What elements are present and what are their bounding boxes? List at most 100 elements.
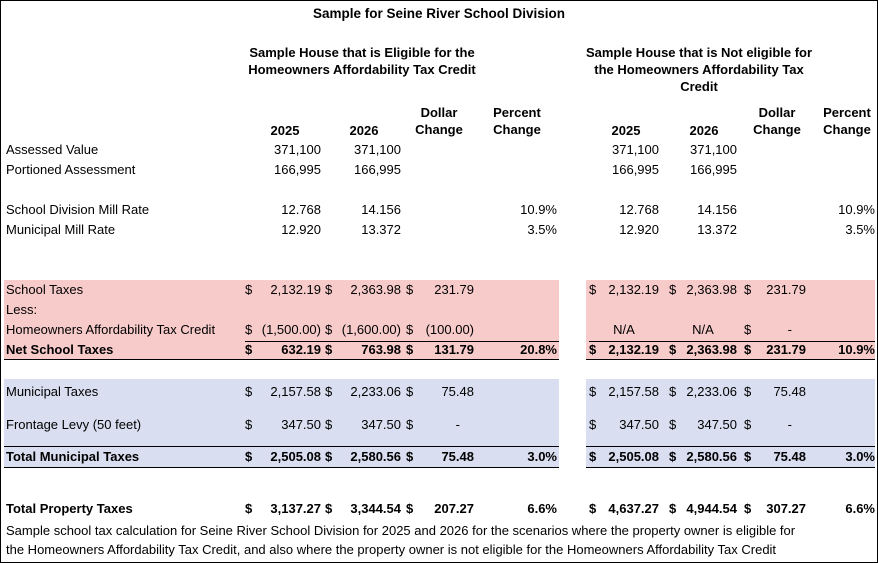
cell-total-municipal-not-eligible-0: $2,505.08: [589, 449, 659, 465]
currency-symbol: $: [744, 322, 752, 337]
currency-symbol: $: [245, 384, 253, 399]
cell-school-taxes-not-eligible-2: $231.79: [744, 282, 806, 298]
currency-symbol: $: [406, 501, 414, 516]
cell-frontage-not-eligible-0: $347.50: [589, 417, 659, 433]
cell-value: N/A: [613, 322, 635, 337]
currency-symbol: $: [669, 384, 677, 399]
cell-portioned-eligible-1: 166,995: [354, 162, 401, 177]
currency-symbol: $: [406, 342, 414, 357]
currency-symbol: $: [406, 449, 414, 464]
cell-frontage-not-eligible-2: $ -: [744, 417, 806, 433]
cell-school-mill-not-eligible-0: 12.768: [619, 202, 659, 217]
currency-symbol: $: [669, 417, 677, 432]
cell-school-taxes-eligible-0: $2,132.19: [245, 282, 321, 298]
row-label-net-school: Net School Taxes: [6, 342, 114, 357]
cell-total-property-eligible-0: $3,137.27: [245, 501, 321, 517]
cell-assessed-not-eligible-1: 371,100: [690, 142, 737, 157]
cell-municipal-taxes-eligible-1: $2,233.06: [325, 384, 401, 400]
cell-total-municipal-eligible-1: $2,580.56: [325, 449, 401, 465]
cell-value: N/A: [692, 322, 714, 337]
cell-value: 231.79: [766, 342, 806, 357]
col-2025-e: 2025: [270, 123, 300, 138]
row-label-frontage: Frontage Levy (50 feet): [6, 417, 142, 432]
cell-net-school-eligible-2: $131.79: [406, 342, 474, 358]
cell-municipal-mill-not-eligible-1: 13.372: [697, 222, 737, 237]
currency-symbol: $: [325, 417, 333, 432]
cell-value: (1,500.00): [261, 322, 321, 337]
cell-value: 231.79: [434, 282, 474, 297]
rule-total-municipal-top-e: [4, 446, 559, 447]
cell-net-school-not-eligible-2: $231.79: [744, 342, 806, 358]
cell-net-school-eligible-0: $632.19: [245, 342, 321, 358]
currency-symbol: $: [589, 342, 597, 357]
cell-value: 347.50: [281, 417, 321, 432]
school-band-eligible: [4, 280, 559, 359]
rule-net-school-top-e: [245, 341, 559, 342]
cell-total-municipal-not-eligible-2: $75.48: [744, 449, 806, 465]
row-label-municipal-taxes: Municipal Taxes: [6, 384, 99, 399]
cell-total-municipal-eligible-3: 3.0%: [527, 449, 557, 464]
cell-value: 131.79: [434, 342, 474, 357]
cell-value: 75.48: [441, 449, 474, 464]
cell-value: (100.00): [425, 322, 474, 337]
cell-value: -: [787, 322, 792, 337]
currency-symbol: $: [325, 501, 333, 516]
col-dollar-change-e: Dollar Change: [415, 105, 463, 137]
cell-frontage-eligible-2: $ -: [406, 417, 474, 433]
cell-value: 3,344.54: [350, 501, 401, 516]
currency-symbol: $: [406, 384, 414, 399]
cell-value: 2,363.98: [350, 282, 401, 297]
cell-value: 75.48: [773, 384, 806, 399]
cell-municipal-taxes-eligible-2: $75.48: [406, 384, 474, 400]
row-label-municipal-mill: Municipal Mill Rate: [6, 222, 116, 237]
cell-portioned-not-eligible-0: 166,995: [612, 162, 659, 177]
cell-municipal-mill-eligible-1: 13.372: [361, 222, 401, 237]
cell-municipal-mill-not-eligible-3: 3.5%: [845, 222, 875, 237]
cell-value: 347.50: [697, 417, 737, 432]
cell-value: 2,157.58: [608, 384, 659, 399]
currency-symbol: $: [669, 282, 677, 297]
cell-total-property-eligible-2: $207.27: [406, 501, 474, 517]
cell-value: 2,580.56: [686, 449, 737, 464]
row-label-school-taxes: School Taxes: [6, 282, 84, 297]
currency-symbol: $: [406, 322, 414, 337]
cell-value: 75.48: [773, 449, 806, 464]
cell-total-municipal-not-eligible-1: $2,580.56: [669, 449, 737, 465]
cell-total-municipal-eligible-2: $75.48: [406, 449, 474, 465]
currency-symbol: $: [589, 449, 597, 464]
cell-value: 231.79: [766, 282, 806, 297]
cell-value: 2,132.19: [270, 282, 321, 297]
cell-municipal-mill-eligible-3: 3.5%: [527, 222, 557, 237]
cell-value: 2,580.56: [350, 449, 401, 464]
cell-school-mill-eligible-0: 12.768: [281, 202, 321, 217]
cell-total-property-not-eligible-1: $4,944.54: [669, 501, 737, 517]
currency-symbol: $: [245, 417, 253, 432]
cell-school-mill-eligible-3: 10.9%: [520, 202, 557, 217]
rule-net-school-bottom-e: [4, 359, 559, 360]
cell-value: 2,363.98: [686, 342, 737, 357]
cell-value: 347.50: [361, 417, 401, 432]
cell-net-school-not-eligible-0: $2,132.19: [589, 342, 659, 358]
cell-frontage-eligible-1: $347.50: [325, 417, 401, 433]
cell-value: 307.27: [766, 501, 806, 516]
cell-school-mill-not-eligible-1: 14.156: [697, 202, 737, 217]
cell-assessed-eligible-1: 371,100: [354, 142, 401, 157]
currency-symbol: $: [744, 501, 752, 516]
cell-net-school-eligible-3: 20.8%: [520, 342, 557, 357]
cell-total-property-eligible-1: $3,344.54: [325, 501, 401, 517]
cell-school-taxes-eligible-1: $2,363.98: [325, 282, 401, 298]
cell-school-mill-eligible-1: 14.156: [361, 202, 401, 217]
cell-portioned-eligible-0: 166,995: [274, 162, 321, 177]
cell-credit-not-eligible-2: $ -: [744, 322, 806, 338]
row-label-total-property: Total Property Taxes: [6, 501, 133, 516]
currency-symbol: $: [669, 342, 677, 357]
row-label-total-municipal: Total Municipal Taxes: [6, 449, 140, 464]
cell-value: 2,157.58: [270, 384, 321, 399]
currency-symbol: $: [245, 282, 253, 297]
cell-value: 2,505.08: [608, 449, 659, 464]
footnote-line-1: Sample school tax calculation for Seine …: [6, 523, 796, 538]
currency-symbol: $: [589, 282, 597, 297]
currency-symbol: $: [406, 282, 414, 297]
col-dollar-change-n: Dollar Change: [753, 105, 801, 137]
